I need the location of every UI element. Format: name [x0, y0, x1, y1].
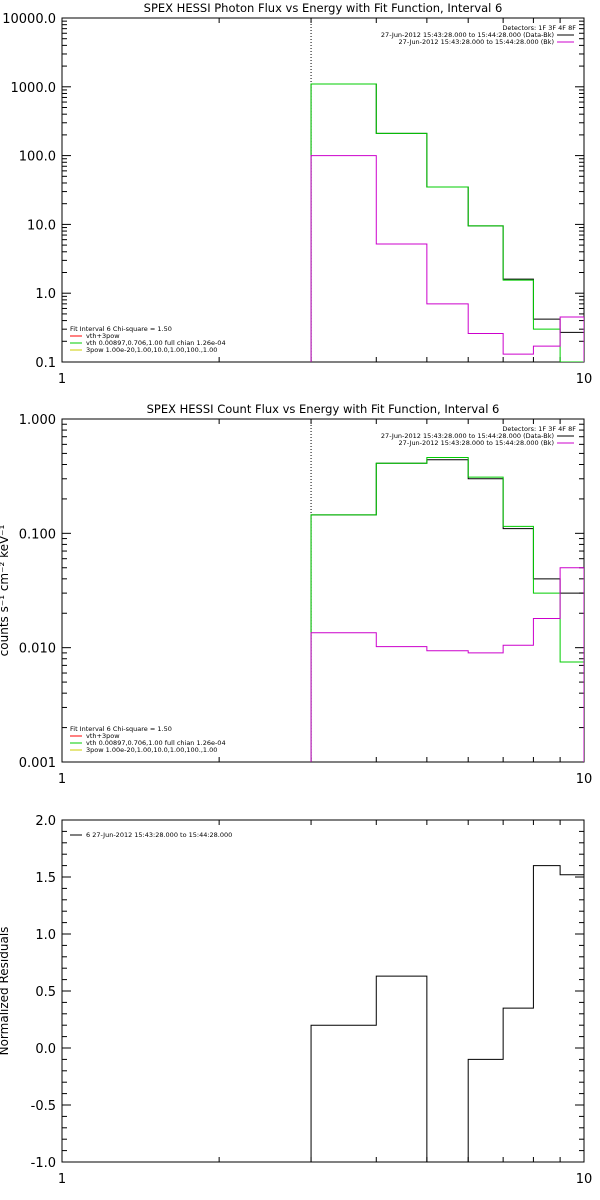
series-line-2 [310, 83, 584, 362]
legend-entry: 6 27-Jun-2012 15:43:28.000 to 15:44:28.0… [86, 831, 232, 839]
legend-entry: 27-Jun-2012 15:43:28.000 to 15:44:28.000… [381, 31, 554, 39]
y-tick-label: 0.1 [35, 356, 56, 371]
y-tick-label: 1.000 [19, 413, 56, 428]
plot-frame [61, 418, 585, 763]
y-tick-label: 100.0 [19, 150, 56, 165]
panel-2: SPEX HESSI Count Flux vs Energy with Fit… [0, 402, 592, 787]
plot-area [310, 457, 584, 762]
series-line-1 [310, 459, 584, 762]
legend-entry: 3pow 1.00e-20,1.00,10.0,1.00,100.,1.00 [86, 746, 217, 754]
panel-1: SPEX HESSI Photon Flux vs Energy with Fi… [2, 1, 592, 387]
plot-frame [61, 17, 585, 363]
series-line-3 [310, 155, 584, 362]
y-axis-label: Normalized Residuals [0, 927, 11, 1056]
chart-title: SPEX HESSI Count Flux vs Energy with Fit… [147, 402, 500, 416]
y-tick-label: 0.010 [19, 642, 56, 657]
series-line-2 [310, 457, 584, 762]
y-tick-label: 0.100 [19, 527, 56, 542]
series-line-1 [310, 865, 584, 1162]
y-axis-label: counts s⁻¹ cm⁻² keV⁻¹ [0, 524, 11, 656]
plot-frame [61, 819, 585, 1163]
plot-area [310, 865, 584, 1162]
y-tick-label: 1.5 [35, 871, 56, 886]
legend-entry: vth+3pow [86, 332, 120, 340]
y-tick-label: -0.5 [31, 1099, 56, 1114]
legend-entry: 27-Jun-2012 15:43:28.000 to 15:44:28.000… [399, 38, 554, 46]
x-tick-label: 1 [58, 372, 66, 387]
series-line-1 [310, 83, 584, 362]
chart-title: SPEX HESSI Photon Flux vs Energy with Fi… [144, 1, 503, 15]
legend-entry: vth 0.00897,0.706,1.00 full chian 1.26e-… [86, 739, 226, 747]
legend-entry: Detectors: 1F 3F 4F 8F [502, 425, 576, 433]
series-line-3 [310, 567, 584, 762]
x-tick-label: 10 [576, 372, 593, 387]
x-tick-label: 10 [576, 1172, 593, 1187]
y-tick-label: 1000.0 [11, 81, 57, 96]
y-tick-label: -1.0 [31, 1156, 56, 1171]
legend-entry: 3pow 1.00e-20,1.00,10.0,1.00,100.,1.00 [86, 346, 217, 354]
y-tick-label: 0.5 [35, 985, 56, 1000]
legend-entry: Detectors: 1F 3F 4F 8F [502, 24, 576, 32]
legend-entry: 27-Jun-2012 15:43:28.000 to 15:44:28.000… [399, 439, 554, 447]
y-tick-label: 0.0 [35, 1042, 56, 1057]
legend-entry: Fit Interval 6 Chi-square = 1.50 [70, 325, 172, 333]
legend-entry: Fit Interval 6 Chi-square = 1.50 [70, 725, 172, 733]
legend-entry: vth 0.00897,0.706,1.00 full chian 1.26e-… [86, 339, 226, 347]
panel-3: Normalized Residuals -1.0 -0.5 0.0 0.5 1.0 1.5… [0, 814, 592, 1187]
legend-entry: 27-Jun-2012 15:43:28.000 to 15:44:28.000… [381, 432, 554, 440]
plot-area [310, 83, 584, 362]
y-tick-label: 0.001 [19, 756, 56, 771]
y-tick-label: 10.0 [27, 218, 56, 233]
legend-entry: vth+3pow [86, 732, 120, 740]
y-tick-label: 1.0 [35, 928, 56, 943]
y-tick-label: 2.0 [35, 814, 56, 829]
y-tick-label: 1.0 [35, 287, 56, 302]
x-tick-label: 1 [58, 1172, 66, 1187]
x-tick-label: 1 [58, 772, 66, 787]
y-tick-label: 10000.0 [2, 12, 56, 27]
x-tick-label: 10 [576, 772, 593, 787]
